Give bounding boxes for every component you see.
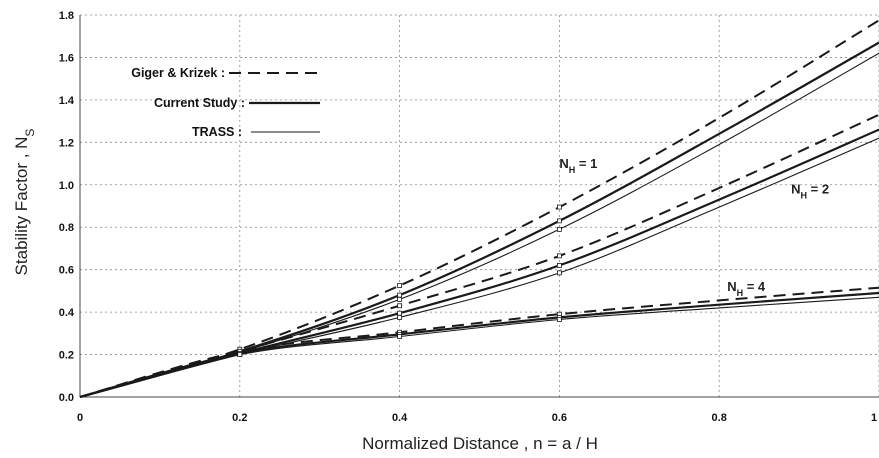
curve-label: NH = 2	[791, 181, 829, 200]
series-line	[79, 137, 879, 398]
x-axis-title: Normalized Distance , n = a / H	[362, 434, 598, 453]
data-point-marker	[397, 334, 403, 339]
curve-label: NH = 1	[559, 156, 597, 175]
y-tick-label: 0.0	[59, 392, 74, 404]
legend-label: Current Study :	[154, 96, 245, 110]
data-point-marker	[397, 315, 403, 320]
grid-lines	[80, 14, 879, 397]
x-tick-label: 0.8	[712, 412, 727, 424]
series-line	[79, 128, 879, 399]
x-tick-label: 0.4	[392, 412, 408, 424]
y-tick-label: 0.2	[59, 350, 74, 362]
data-point-marker	[397, 292, 403, 298]
curve-annotations: NH = 1 NH = 2 NH = 4	[559, 156, 829, 298]
x-tick-label: 1	[871, 412, 877, 424]
y-tick-label: 1.8	[59, 10, 74, 22]
y-axis-title: Stability Factor , NS	[12, 129, 37, 276]
data-series	[79, 19, 879, 399]
legend-label: TRASS :	[192, 125, 242, 139]
data-point-marker	[397, 296, 403, 302]
y-tick-label: 1.4	[59, 95, 75, 107]
y-tick-label: 1.2	[59, 137, 74, 149]
data-point-marker	[557, 218, 562, 224]
data-point-marker	[397, 310, 403, 316]
y-axis-title-main: Stability Factor , N	[12, 137, 31, 276]
plot-axes	[79, 15, 879, 398]
data-markers	[237, 204, 562, 357]
data-point-marker	[557, 270, 562, 276]
data-point-marker	[557, 253, 562, 259]
y-tick-label: 0.4	[59, 307, 75, 319]
x-tick-label: 0	[77, 412, 83, 424]
tick-labels: 0.0 0.2 0.4 0.6 0.8 1.0 1.2 1.4 1.6 1.8 0 0.2 0.4 0.6…	[59, 10, 877, 424]
data-point-marker	[557, 204, 562, 210]
series-line	[79, 296, 879, 398]
data-point-marker	[557, 263, 562, 268]
series-line	[79, 113, 879, 398]
series-line	[79, 286, 879, 398]
data-point-marker	[237, 352, 243, 357]
legend: Giger & Krizek : Current Study : TRASS :	[131, 66, 320, 139]
y-axis-title-sub: S	[23, 129, 37, 137]
curve-label: NH = 4	[727, 279, 766, 298]
series-line	[79, 291, 879, 399]
legend-label: Giger & Krizek :	[131, 66, 225, 80]
y-tick-label: 0.6	[59, 265, 74, 277]
data-point-marker	[557, 226, 562, 232]
data-point-marker	[397, 283, 403, 288]
y-tick-label: 1.6	[59, 52, 74, 64]
x-tick-label: 0.6	[552, 412, 567, 424]
x-tick-label: 0.2	[232, 412, 247, 424]
data-point-marker	[397, 303, 403, 309]
y-tick-label: 0.8	[59, 222, 74, 234]
y-tick-label: 1.0	[59, 180, 74, 192]
data-point-marker	[557, 317, 562, 322]
